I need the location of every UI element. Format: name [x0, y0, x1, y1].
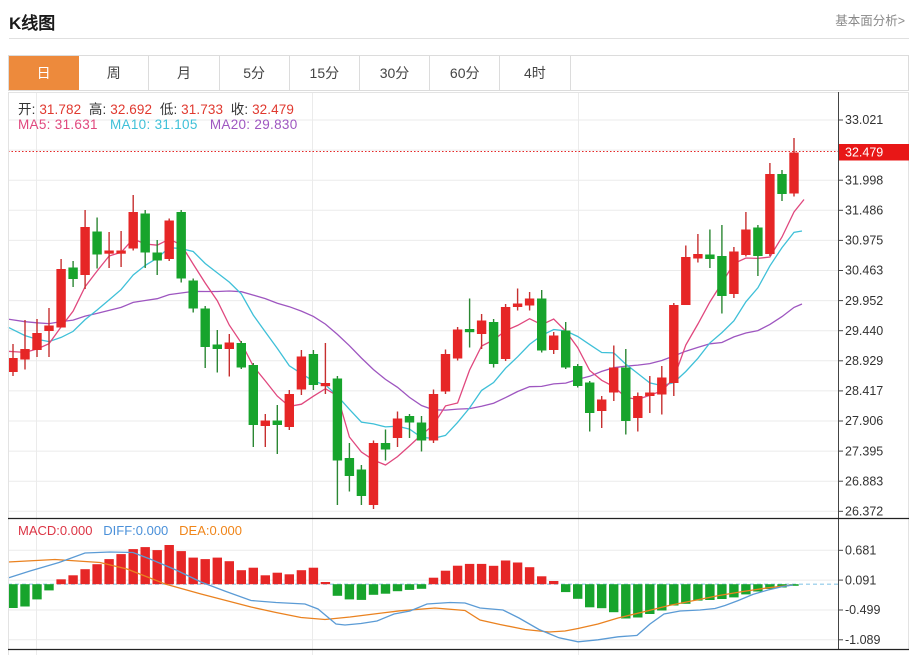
svg-text:30.463: 30.463 [845, 264, 883, 278]
svg-text:26.883: 26.883 [845, 474, 883, 488]
svg-text:32.479: 32.479 [845, 146, 883, 160]
svg-text:28.417: 28.417 [845, 384, 883, 398]
svg-text:30.975: 30.975 [845, 234, 883, 248]
svg-text:26.372: 26.372 [845, 505, 883, 519]
svg-text:-0.499: -0.499 [845, 603, 880, 617]
svg-text:31.998: 31.998 [845, 173, 883, 187]
svg-text:-1.089: -1.089 [845, 633, 880, 647]
svg-text:29.440: 29.440 [845, 324, 883, 338]
svg-text:31.486: 31.486 [845, 204, 883, 218]
svg-text:29.952: 29.952 [845, 294, 883, 308]
svg-text:0.091: 0.091 [845, 573, 876, 587]
svg-text:33.021: 33.021 [845, 113, 883, 127]
svg-text:0.681: 0.681 [845, 544, 876, 558]
svg-text:28.929: 28.929 [845, 354, 883, 368]
svg-text:27.395: 27.395 [845, 444, 883, 458]
svg-text:27.906: 27.906 [845, 414, 883, 428]
